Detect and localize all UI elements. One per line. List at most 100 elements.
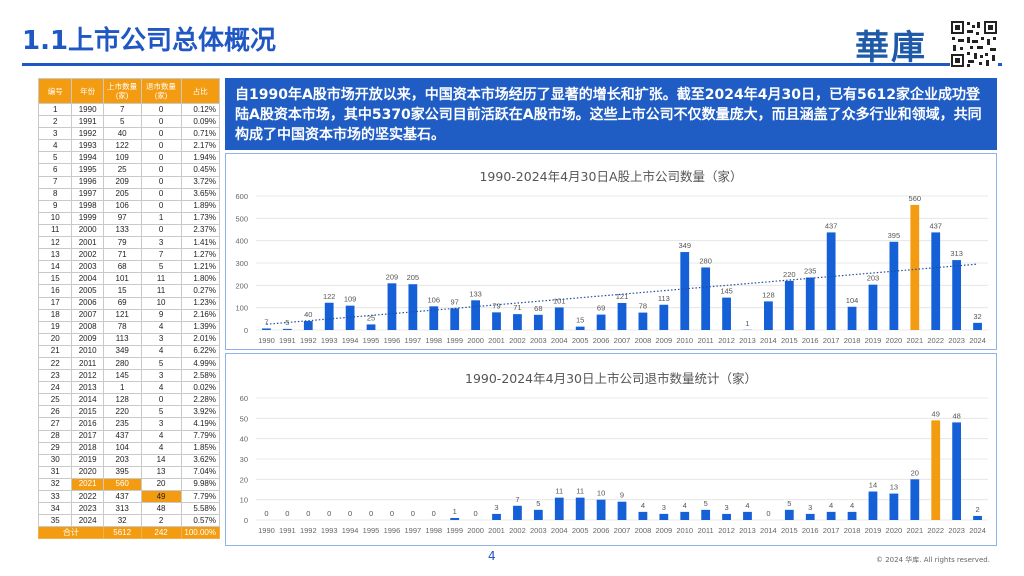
bar-2024 bbox=[973, 515, 982, 520]
bar-2001 bbox=[492, 513, 501, 520]
bar-1994 bbox=[345, 305, 355, 330]
row-delisted: 4 bbox=[140, 344, 182, 358]
row-year: 2000 bbox=[71, 223, 104, 238]
bar-2010 bbox=[680, 252, 690, 330]
data-label: 121 bbox=[616, 292, 629, 301]
row-id: 1 bbox=[37, 102, 73, 117]
delistings-bar-chart: 0102030405060019900199101992019930199401… bbox=[240, 394, 988, 535]
row-listed: 97 bbox=[102, 211, 142, 225]
data-label: 49 bbox=[932, 409, 940, 418]
x-tick-label: 1995 bbox=[363, 526, 380, 535]
row-listed: 437 bbox=[102, 429, 142, 443]
bar-2002 bbox=[513, 505, 522, 520]
row-share: 0.27% bbox=[180, 284, 221, 298]
x-tick-label: 1994 bbox=[342, 526, 359, 535]
x-tick-label: 2011 bbox=[698, 336, 714, 345]
x-tick-label: 2017 bbox=[823, 526, 840, 535]
row-id: 33 bbox=[37, 489, 73, 504]
x-tick-label: 1990 bbox=[258, 526, 275, 535]
col-header-share: 占比 bbox=[180, 78, 221, 104]
x-tick-label: 2021 bbox=[906, 526, 923, 535]
row-listed: 560 bbox=[102, 477, 142, 492]
row-year: 2019 bbox=[71, 453, 104, 467]
data-label: 101 bbox=[553, 296, 566, 305]
row-listed: 205 bbox=[102, 187, 142, 201]
x-tick-label: 2002 bbox=[509, 336, 526, 345]
bar-2019 bbox=[868, 284, 878, 330]
row-share: 1.23% bbox=[180, 296, 221, 310]
row-delisted: 5 bbox=[140, 260, 182, 274]
row-year: 2004 bbox=[71, 272, 104, 286]
row-listed: 101 bbox=[102, 272, 142, 286]
x-tick-label: 2006 bbox=[593, 336, 610, 345]
bar-2017 bbox=[826, 232, 836, 330]
bar-2023 bbox=[952, 260, 962, 330]
bar-2004 bbox=[554, 307, 564, 330]
row-share: 0.09% bbox=[180, 115, 221, 129]
x-tick-label: 2017 bbox=[823, 336, 840, 345]
row-year: 1998 bbox=[71, 199, 104, 213]
row-listed: 145 bbox=[102, 369, 142, 383]
row-listed: 104 bbox=[102, 441, 142, 455]
row-listed: 395 bbox=[102, 465, 142, 479]
table-row: 31 2020 395 13 7.04% bbox=[37, 465, 221, 479]
row-delisted: 9 bbox=[140, 308, 182, 322]
x-tick-label: 2019 bbox=[865, 336, 882, 345]
data-label: 71 bbox=[513, 303, 521, 312]
data-label: 560 bbox=[909, 194, 922, 203]
data-label: 4 bbox=[850, 501, 854, 510]
total-listed: 5612 bbox=[102, 526, 142, 540]
data-label: 109 bbox=[344, 295, 357, 304]
bar-2010 bbox=[680, 511, 690, 520]
x-tick-label: 1990 bbox=[258, 336, 275, 345]
row-share: 2.17% bbox=[180, 139, 221, 153]
row-year: 2001 bbox=[71, 236, 104, 250]
row-share: 2.37% bbox=[180, 223, 221, 238]
row-share: 0.71% bbox=[180, 127, 221, 141]
row-id: 32 bbox=[37, 477, 73, 492]
row-id: 26 bbox=[37, 405, 73, 419]
row-share: 2.58% bbox=[180, 369, 221, 383]
y-tick-label: 200 bbox=[235, 281, 248, 290]
x-tick-label: 2001 bbox=[488, 336, 505, 345]
bar-2006 bbox=[596, 314, 606, 330]
row-share: 1.73% bbox=[180, 211, 221, 225]
row-delisted: 3 bbox=[140, 369, 182, 383]
table-row: 7 1996 209 0 3.72% bbox=[37, 175, 221, 189]
data-label: 209 bbox=[386, 272, 399, 281]
intro-text: 自1990年A股市场开放以来，中国资本市场经历了显著的增长和扩张。截至2024年… bbox=[225, 78, 997, 150]
data-label: 0 bbox=[474, 509, 478, 518]
bar-2005 bbox=[575, 497, 585, 520]
row-share: 1.80% bbox=[180, 272, 221, 286]
data-label: 0 bbox=[285, 509, 289, 518]
x-tick-label: 2008 bbox=[635, 336, 652, 345]
row-year: 2007 bbox=[71, 308, 104, 322]
row-delisted: 5 bbox=[140, 405, 182, 419]
bar-2001 bbox=[492, 312, 501, 330]
brand-logo: 華庫 bbox=[855, 28, 927, 68]
table-row: 33 2022 437 49 7.79% bbox=[37, 489, 221, 504]
row-delisted: 0 bbox=[140, 223, 182, 238]
row-share: 5.58% bbox=[180, 502, 221, 516]
bar-2007 bbox=[617, 302, 627, 330]
row-year: 1994 bbox=[71, 151, 104, 165]
x-tick-label: 1994 bbox=[342, 336, 359, 345]
data-label: 48 bbox=[952, 411, 960, 420]
bar-2013 bbox=[743, 511, 752, 520]
row-delisted: 0 bbox=[140, 175, 182, 189]
bar-2011 bbox=[701, 267, 711, 330]
row-listed: 32 bbox=[102, 514, 142, 528]
row-share: 1.39% bbox=[180, 320, 221, 334]
row-year: 2005 bbox=[71, 284, 104, 298]
x-tick-label: 1991 bbox=[279, 336, 296, 345]
x-tick-label: 2007 bbox=[614, 336, 631, 345]
x-tick-label: 2020 bbox=[886, 336, 903, 345]
y-tick-label: 400 bbox=[235, 237, 248, 246]
row-delisted: 2 bbox=[140, 514, 182, 528]
row-share: 7.04% bbox=[180, 465, 221, 479]
row-share: 0.57% bbox=[180, 514, 221, 528]
row-delisted: 4 bbox=[140, 441, 182, 455]
bar-2023 bbox=[952, 422, 962, 520]
bar-2022 bbox=[931, 232, 941, 330]
row-listed: 106 bbox=[102, 199, 142, 213]
